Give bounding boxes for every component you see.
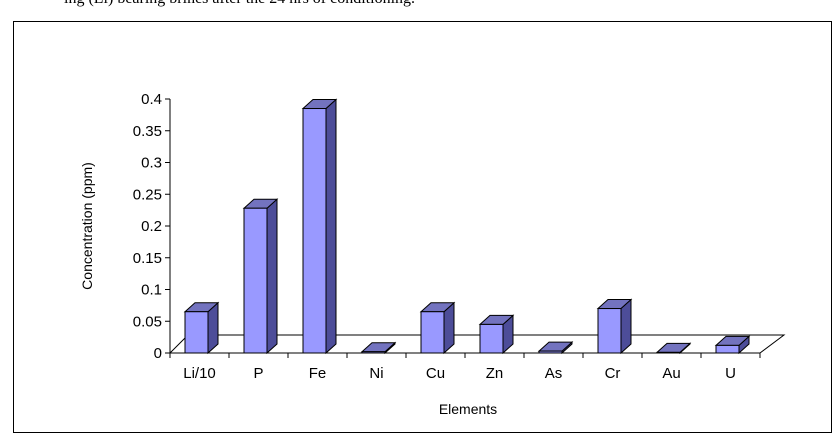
bar-fe xyxy=(301,98,338,355)
bar-front xyxy=(243,207,268,354)
bar-au xyxy=(655,342,692,355)
bar-p xyxy=(242,198,279,355)
bar-front xyxy=(302,108,327,354)
chart-axes xyxy=(165,98,786,358)
x-tick-label: Au xyxy=(662,365,680,382)
bar-side xyxy=(325,98,337,355)
bar-front xyxy=(715,344,740,354)
bar-zn xyxy=(478,314,515,355)
bar-li10 xyxy=(183,301,220,355)
y-tick-label: 0 xyxy=(154,345,162,362)
y-tick-label: 0.1 xyxy=(141,282,162,299)
chart-labels: 0 0.05 0.1 0.15 0.2 0.25 0.3 0.35 0.4 Li/10 P Fe Ni C… xyxy=(133,91,736,382)
bar-u xyxy=(714,335,751,355)
bar-front xyxy=(479,323,504,354)
x-tick-label: Cu xyxy=(426,365,445,382)
bar-as xyxy=(537,340,574,355)
bar-front xyxy=(420,311,445,354)
x-tick-label: Fe xyxy=(309,365,327,382)
bar-top xyxy=(537,341,574,352)
y-tick-label: 0.35 xyxy=(133,123,162,140)
y-tick-label: 0.25 xyxy=(133,186,162,203)
bar-front xyxy=(184,311,209,354)
x-tick-label: P xyxy=(253,365,263,382)
x-tick-label: Li/10 xyxy=(183,365,216,382)
chart-bars xyxy=(183,98,751,355)
bar-side xyxy=(266,198,278,355)
bar-ni xyxy=(360,341,397,355)
bar-top xyxy=(360,342,397,353)
y-tick-label: 0.15 xyxy=(133,250,162,267)
bar-front xyxy=(656,351,681,354)
x-tick-label: Cr xyxy=(605,365,621,382)
bar-cr xyxy=(596,298,633,355)
caption-fragment: ing (Li) bearing brines after the 24 hrs… xyxy=(0,0,835,22)
caption-text: ing (Li) bearing brines after the 24 hrs… xyxy=(64,0,415,8)
x-tick-label: As xyxy=(545,365,563,382)
y-tick-label: 0.2 xyxy=(141,218,162,235)
bar-front xyxy=(361,351,386,354)
y-tick-label: 0.3 xyxy=(141,155,162,172)
chart-frame xyxy=(13,21,832,433)
bar-front xyxy=(597,308,622,354)
bar-cu xyxy=(419,301,456,355)
x-axis-title: Elements xyxy=(439,401,497,417)
y-axis-title: Concentration (ppm) xyxy=(79,162,95,290)
x-tick-label: Ni xyxy=(369,365,383,382)
bar-front xyxy=(538,350,563,354)
bar-top xyxy=(655,342,692,353)
y-tick-label: 0.4 xyxy=(141,91,162,108)
x-tick-label: Zn xyxy=(486,365,504,382)
x-tick-label: U xyxy=(725,365,736,382)
y-tick-label: 0.05 xyxy=(133,313,162,330)
